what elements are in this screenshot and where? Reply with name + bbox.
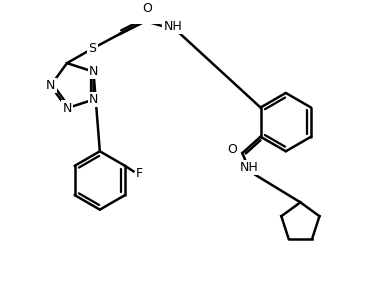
Text: NH: NH xyxy=(240,161,259,174)
Text: N: N xyxy=(46,79,55,92)
Text: N: N xyxy=(89,93,98,106)
Text: NH: NH xyxy=(163,20,182,33)
Text: F: F xyxy=(136,167,143,180)
Text: N: N xyxy=(62,102,72,115)
Text: O: O xyxy=(142,2,152,15)
Text: N: N xyxy=(89,65,98,78)
Text: S: S xyxy=(89,42,97,55)
Text: O: O xyxy=(227,143,237,156)
